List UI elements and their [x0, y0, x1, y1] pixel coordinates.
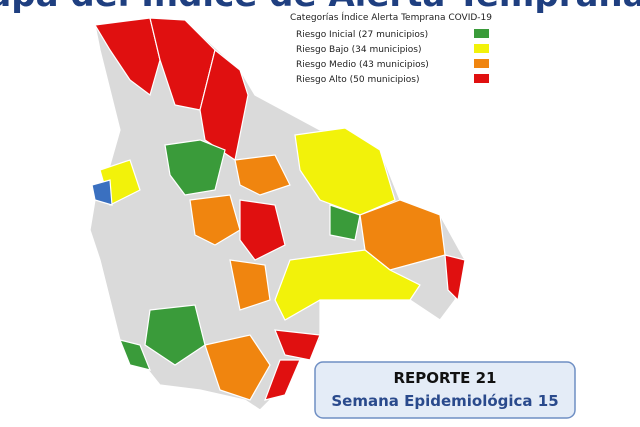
map	[89, 17, 466, 411]
legend-label: Riesgo Alto (50 municipios)	[296, 75, 419, 85]
legend-title: Categorías Índice Alerta Temprana COVID-…	[290, 11, 492, 23]
report-title: REPORTE 21	[394, 369, 497, 387]
legend-swatch	[474, 44, 489, 53]
report-box: REPORTE 21 Semana Epidemiológica 15	[314, 361, 576, 419]
report-frame	[314, 361, 576, 419]
title: Mapa del Índice de Alerta Temprana	[0, 0, 640, 15]
legend-swatch	[474, 74, 489, 83]
legend-swatch	[474, 29, 489, 38]
legend-swatch	[474, 59, 489, 68]
legend-label: Riesgo Bajo (34 municipios)	[296, 45, 422, 55]
legend-label: Riesgo Inicial (27 municipios)	[296, 30, 428, 40]
legend-label: Riesgo Medio (43 municipios)	[296, 60, 429, 70]
legend: Categorías Índice Alerta Temprana COVID-…	[290, 11, 492, 85]
report-subtitle: Semana Epidemiológica 15	[331, 392, 558, 410]
